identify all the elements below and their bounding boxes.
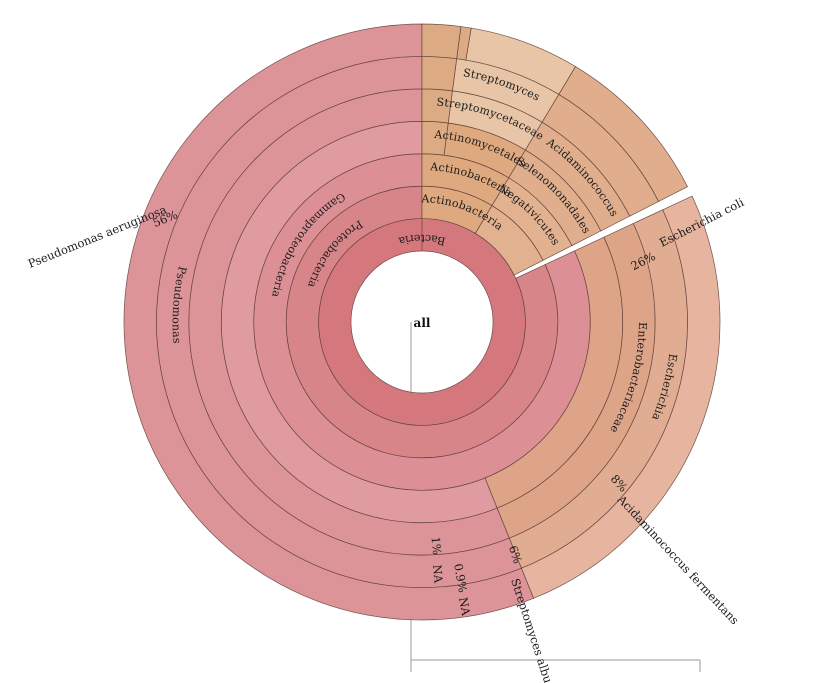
- sunburst-arcs: [123, 23, 721, 621]
- label-bacteria: Bacteria: [397, 232, 447, 248]
- outer-label-acidaminococcus-fermentans: Acidaminococcus fermentans: [614, 492, 742, 628]
- outer-pct-na-streptomyces: 0.9%: [451, 562, 470, 593]
- arc-escherichia-coli[interactable]: [521, 195, 721, 599]
- arc-actinobacteria-na-species[interactable]: [421, 23, 462, 60]
- outer-pct-na-actinobacteria: 1%: [429, 536, 445, 555]
- arc-pseudomonas-aeruginosa[interactable]: [123, 23, 535, 621]
- outer-label-na-streptomyces: NA: [456, 596, 473, 617]
- outer-label-na-actinobacteria: NA: [430, 564, 446, 584]
- outer-pct-streptomyces-albus: 6%: [506, 544, 525, 566]
- center-label: all: [414, 316, 431, 330]
- arc-actinobacteria-na-genus[interactable]: [421, 56, 458, 92]
